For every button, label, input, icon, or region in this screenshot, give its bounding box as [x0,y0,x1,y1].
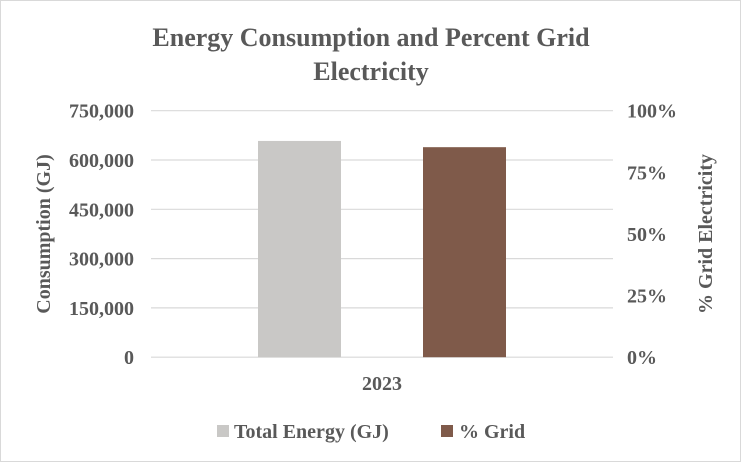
y-axis-right-label: % Grid Electricity [695,154,717,314]
y-right-tick-label: 75% [627,162,667,184]
legend-swatch-grid [441,425,453,437]
y-right-tick-label: 25% [627,286,667,308]
y-tick-label: 300,000 [69,249,134,271]
y-axis-label: Consumption (GJ) [33,154,55,313]
chart-title-line-2: Electricity [313,57,429,86]
x-tick-label: 2023 [362,373,402,395]
y-right-tick-label: 100% [627,101,677,123]
legend-swatch-total-energy [217,425,229,437]
y-tick-label: 600,000 [69,150,134,172]
bar-total-energy [258,140,341,358]
legend-label-grid: % Grid [459,421,525,443]
y-tick-label: 150,000 [69,298,134,320]
y-tick-label: 0 [124,347,134,369]
y-right-tick-label: 0% [627,347,657,369]
legend-label-total-energy: Total Energy (GJ) [234,421,389,443]
y-tick-label: 450,000 [69,199,134,221]
legend: Total Energy (GJ) % Grid [217,421,525,443]
y-right-tick-label: 50% [627,224,667,246]
y-tick-label: 750,000 [69,101,134,123]
chart-title-line-1: Energy Consumption and Percent Grid [152,23,590,52]
bar-grid [423,147,506,358]
